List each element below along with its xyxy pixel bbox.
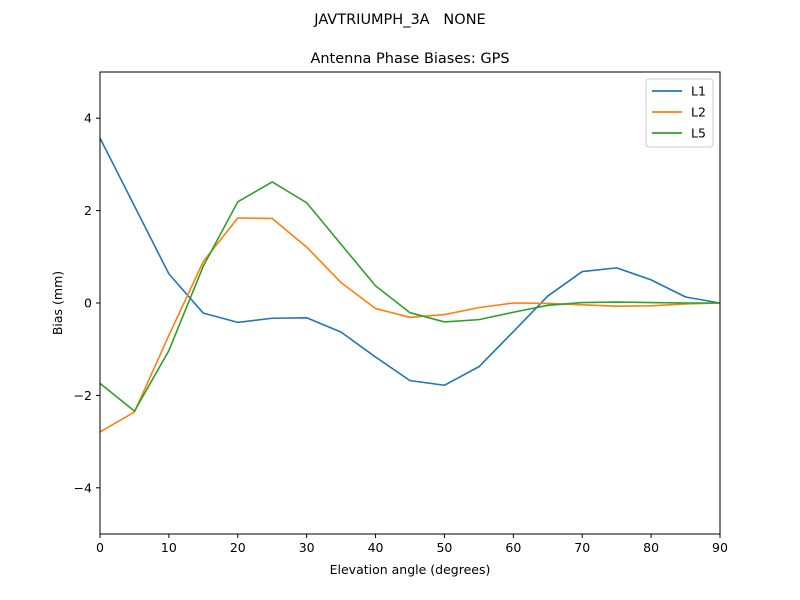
- figure-suptitle: JAVTRIUMPH_3A NONE: [313, 12, 485, 28]
- x-axis: 0 10 20 30 40 50 60 70 80 90: [96, 534, 728, 555]
- legend-label-l1: L1: [691, 84, 706, 99]
- series-line-l5: [100, 181, 720, 412]
- x-tick-label: 10: [161, 540, 177, 555]
- x-tick-label: 90: [712, 540, 728, 555]
- series-layer: [100, 136, 720, 433]
- legend-label-l2: L2: [691, 105, 706, 120]
- x-tick-label: 70: [574, 540, 590, 555]
- y-tick-label: 2: [84, 203, 92, 218]
- series-line-l1: [100, 136, 720, 387]
- y-tick-label: 4: [84, 111, 92, 126]
- y-tick-label: 0: [84, 296, 92, 311]
- legend-label-l5: L5: [691, 126, 706, 141]
- x-tick-label: 20: [230, 540, 246, 555]
- x-tick-label: 50: [436, 540, 452, 555]
- x-axis-label: Elevation angle (degrees): [330, 562, 491, 577]
- x-tick-label: 60: [505, 540, 521, 555]
- y-tick-label: −2: [74, 388, 92, 403]
- legend: L1 L2 L5: [645, 78, 714, 148]
- y-tick-label: −4: [74, 480, 92, 495]
- x-tick-label: 40: [368, 540, 384, 555]
- x-tick-label: 0: [96, 540, 104, 555]
- legend-box: [645, 78, 714, 148]
- y-axis: −4 −2 0 2 4: [74, 111, 100, 495]
- chart-title: Antenna Phase Biases: GPS: [310, 51, 509, 67]
- x-tick-label: 80: [643, 540, 659, 555]
- series-line-l2: [100, 217, 720, 433]
- x-tick-label: 30: [299, 540, 315, 555]
- y-axis-label: Bias (mm): [50, 271, 65, 335]
